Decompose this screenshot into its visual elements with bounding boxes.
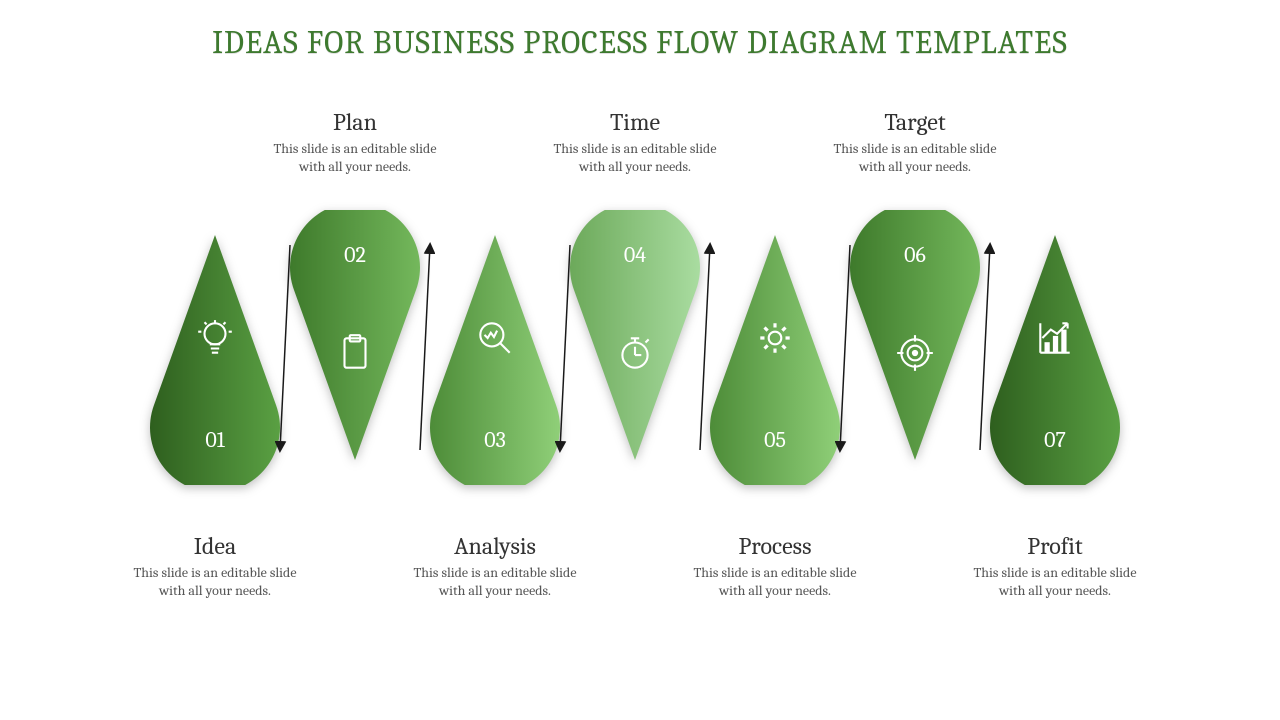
- chart-icon: [990, 317, 1120, 363]
- target-icon: [850, 332, 980, 378]
- step-06: 06: [850, 210, 980, 460]
- page-title: IDEAS FOR BUSINESS PROCESS FLOW DIAGRAM …: [0, 24, 1280, 61]
- step-number: 04: [570, 242, 700, 268]
- arrow-6-7: [975, 235, 995, 460]
- step-01: 01: [150, 235, 280, 485]
- search-icon: [430, 317, 560, 363]
- step-label: Plan: [265, 108, 445, 136]
- step-03: 03: [430, 235, 560, 485]
- caption-target: Target This slide is an editable slide w…: [825, 108, 1005, 176]
- step-desc: This slide is an editable slide with all…: [545, 140, 725, 176]
- step-desc: This slide is an editable slide with all…: [965, 564, 1145, 600]
- step-05: 05: [710, 235, 840, 485]
- step-number: 07: [990, 427, 1120, 453]
- step-label: Idea: [125, 532, 305, 560]
- gear-icon: [710, 317, 840, 363]
- clipboard-icon: [290, 332, 420, 378]
- step-label: Profit: [965, 532, 1145, 560]
- caption-profit: Profit This slide is an editable slide w…: [965, 532, 1145, 600]
- step-04: 04: [570, 210, 700, 460]
- caption-plan: Plan This slide is an editable slide wit…: [265, 108, 445, 176]
- step-label: Time: [545, 108, 725, 136]
- caption-process: Process This slide is an editable slide …: [685, 532, 865, 600]
- step-02: 02: [290, 210, 420, 460]
- step-desc: This slide is an editable slide with all…: [265, 140, 445, 176]
- step-desc: This slide is an editable slide with all…: [125, 564, 305, 600]
- step-number: 01: [150, 427, 280, 453]
- step-number: 05: [710, 427, 840, 453]
- step-number: 03: [430, 427, 560, 453]
- arrow-4-5: [695, 235, 715, 460]
- arrow-3-4: [555, 235, 575, 460]
- step-label: Analysis: [405, 532, 585, 560]
- stopwatch-icon: [570, 332, 700, 378]
- caption-idea: Idea This slide is an editable slide wit…: [125, 532, 305, 600]
- step-number: 06: [850, 242, 980, 268]
- step-07: 07: [990, 235, 1120, 485]
- bulb-icon: [150, 317, 280, 363]
- arrow-1-2: [275, 235, 295, 460]
- step-desc: This slide is an editable slide with all…: [405, 564, 585, 600]
- arrow-5-6: [835, 235, 855, 460]
- step-label: Target: [825, 108, 1005, 136]
- step-desc: This slide is an editable slide with all…: [825, 140, 1005, 176]
- step-number: 02: [290, 242, 420, 268]
- arrow-2-3: [415, 235, 435, 460]
- step-desc: This slide is an editable slide with all…: [685, 564, 865, 600]
- caption-time: Time This slide is an editable slide wit…: [545, 108, 725, 176]
- step-label: Process: [685, 532, 865, 560]
- caption-analysis: Analysis This slide is an editable slide…: [405, 532, 585, 600]
